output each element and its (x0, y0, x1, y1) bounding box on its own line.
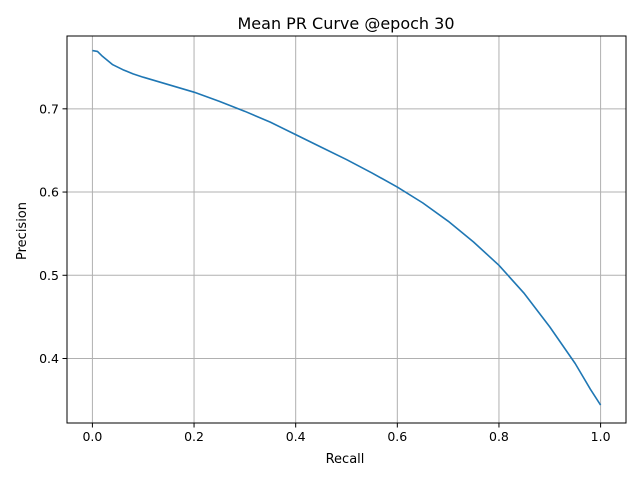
y-tick-label: 0.5 (39, 268, 59, 283)
x-tick-label: 0.2 (184, 429, 204, 444)
x-tick-label: 0.0 (82, 429, 102, 444)
y-tick-label: 0.6 (39, 185, 59, 200)
x-tick-label: 0.6 (387, 429, 407, 444)
y-tick-label: 0.4 (39, 351, 59, 366)
x-axis-label: Recall (326, 452, 365, 467)
x-tick-label: 0.8 (489, 429, 509, 444)
x-tick-label: 0.4 (286, 429, 306, 444)
chart-title: Mean PR Curve @epoch 30 (238, 14, 455, 33)
y-axis-label: Precision (15, 202, 30, 260)
x-tick-label: 1.0 (591, 429, 611, 444)
y-tick-label: 0.7 (39, 101, 59, 116)
